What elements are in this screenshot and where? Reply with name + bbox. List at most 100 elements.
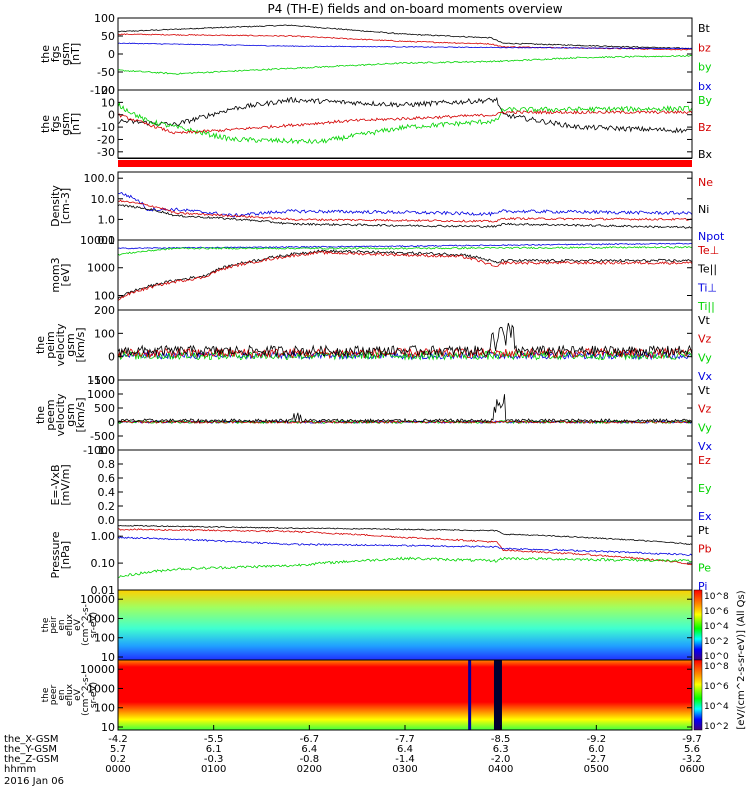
x-tick-label: -8.5 (491, 734, 511, 745)
legend-entry: Ne (698, 176, 713, 189)
legend-entry: Ti|| (697, 300, 715, 313)
series-p2-0 (117, 96, 693, 134)
y-tick-label: -500 (90, 430, 115, 443)
legend-entry: Bx (698, 148, 713, 161)
x-tick-label: 0.2 (110, 754, 126, 765)
legend-entry: Ey (698, 482, 712, 495)
legend-entry: Ti⊥ (697, 281, 717, 294)
y-tick-label: 0.6 (98, 472, 116, 485)
y-axis-label-line: mom3 (49, 257, 62, 292)
y-tick-label: 0.0 (98, 514, 116, 527)
y-tick-label: 1000 (87, 262, 115, 275)
y-tick-label: 200 (94, 304, 115, 317)
y-axis-label-line: [cm-3] (59, 188, 72, 224)
y-tick-label: 10000 (80, 663, 115, 676)
x-tick-label: 0100 (201, 764, 226, 775)
x-tick-label: 0200 (297, 764, 322, 775)
panel-frame (117, 17, 693, 91)
series-p3-2 (117, 204, 693, 229)
legend-entry: Vy (698, 421, 712, 434)
series-p1-1 (117, 33, 692, 51)
colorbar-cb1: 10^8 10^6 10^4 10^2 10^0 (693, 589, 729, 662)
x-tick-label: -7.7 (395, 734, 415, 745)
y-axis-label-line: (cm^2-s- (81, 674, 91, 716)
series-p1-0 (117, 24, 692, 50)
panel-frame (117, 379, 693, 451)
status-bar (118, 158, 692, 167)
panel-p10: 10000100010010thepeerenefluxeV(cm^2-s-sr… (41, 659, 693, 734)
y-axis-label-line: en (57, 619, 67, 630)
legend-entry: Vt (698, 384, 711, 397)
y-axis-label-line: velocity (54, 393, 67, 436)
panel-p4: 10000 1000 100 mom3[eV] Te⊥ Te|| Ti⊥ Ti|| (49, 234, 719, 313)
spectrogram (118, 660, 692, 730)
legend-entry: bz (698, 41, 711, 54)
x-tick-label: 0500 (584, 764, 609, 775)
panels: 100500-50-100thefgsgsm[nT]Btbzbybx20100-… (34, 12, 725, 734)
y-axis-label-line: (cm^2-s- (81, 604, 91, 646)
status-bar-fill (118, 160, 692, 167)
y-tick-label: 1000 (87, 682, 115, 695)
x-tick-label: -2.7 (587, 754, 607, 765)
series-p5-3 (117, 322, 693, 358)
y-axis-label-line: the (39, 45, 52, 63)
legend-entry: bx (698, 80, 712, 93)
colorbar-gradient (693, 659, 703, 731)
y-axis-label-line: gsm (64, 333, 77, 356)
y-tick-label: 0.2 (98, 500, 116, 513)
y-axis-label-line: velocity (54, 323, 67, 366)
y-tick-label: -30 (97, 146, 115, 159)
y-tick-label: 0.1 (98, 234, 116, 247)
series-p8-3 (117, 556, 693, 578)
panel-frame (117, 89, 693, 159)
colorbar-tick-label: 10^8 (704, 592, 729, 602)
legend-entry: Te⊥ (697, 244, 719, 257)
y-tick-label: -100 (90, 374, 115, 387)
y-axis-label: Pressure[nPa] (49, 531, 72, 578)
colorbar-label: [eV/(cm^2-s-sr-eV)] (All Qs) (736, 590, 747, 729)
y-axis-label-line: gsm (59, 112, 72, 135)
colorbar-tick-label: 10^4 (704, 622, 729, 632)
y-tick-label: 100 (94, 12, 115, 25)
y-axis-label-line: sr-eV) (89, 682, 99, 708)
series-p8-0 (117, 524, 693, 546)
panel-p7: 1.00.80.60.40.20.0 E=-VxB[mV/m] Ez Ey Ex (49, 444, 712, 527)
y-tick-label: 0 (108, 416, 115, 429)
y-tick-label: 10000 (80, 234, 115, 247)
y-tick-label: 100 (94, 327, 115, 340)
x-tick-label: 0600 (679, 764, 704, 775)
data-gap (493, 660, 502, 730)
y-axis-label-line: [km/s] (74, 397, 87, 432)
plot-title: P4 (TH-E) fields and on-board moments ov… (267, 2, 562, 16)
colorbar-tick-label: 10^6 (704, 682, 729, 692)
y-tick-label: 0.4 (98, 486, 116, 499)
y-tick-label: 0 (108, 109, 115, 122)
panel-frame (117, 309, 693, 381)
series-p1-2 (117, 54, 693, 75)
x-tick-label: -2.0 (491, 754, 511, 765)
legend-entry: Npot (698, 230, 725, 243)
series-p6-3 (117, 394, 693, 424)
colorbar-cb2: 10^8 10^6 10^4 10^2 (693, 659, 729, 732)
series-p3-1 (117, 199, 693, 223)
y-tick-label: 1000 (87, 388, 115, 401)
y-axis-label-line: eV (73, 618, 83, 631)
x-tick-label: 5.6 (684, 744, 700, 755)
colorbar-tick-label: 10^2 (704, 722, 729, 732)
y-axis-label-line: [nT] (69, 43, 82, 65)
y-tick-label: 1.00 (91, 530, 116, 543)
y-tick-label: 100 (94, 289, 115, 302)
legend-entry: Te|| (697, 263, 717, 276)
legend-entry: Vy (698, 351, 712, 364)
y-axis-label: E=-VxB[mV/m] (49, 464, 72, 505)
series-p8-1 (117, 528, 693, 566)
legend-entry: Pi (698, 580, 707, 593)
panel-frame (117, 171, 693, 241)
